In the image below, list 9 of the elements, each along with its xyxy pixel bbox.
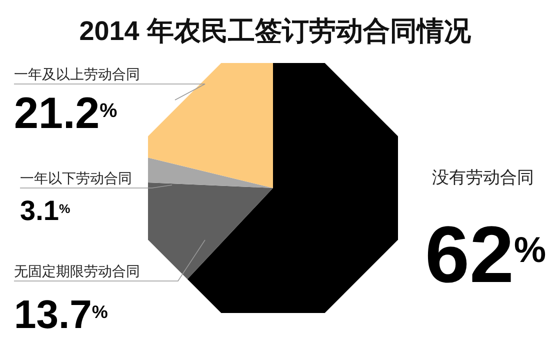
slice-label: 无固定期限劳动合同 [14, 263, 140, 279]
data-label: 3.1$^{%}$ [20, 195, 70, 226]
data-label: 13.7$^{%}$ [14, 293, 108, 337]
slice-label: 一年以下劳动合同 [20, 170, 132, 186]
data-label: 21.2$^{%}$ [14, 89, 118, 138]
slice-label: 没有劳动合同 [432, 168, 534, 187]
slice-label: 一年及以上劳动合同 [14, 66, 140, 82]
chart-title: 2014 年农民工签订劳动合同情况 [79, 16, 472, 46]
data-label: 62$^{%}$ [425, 210, 546, 299]
